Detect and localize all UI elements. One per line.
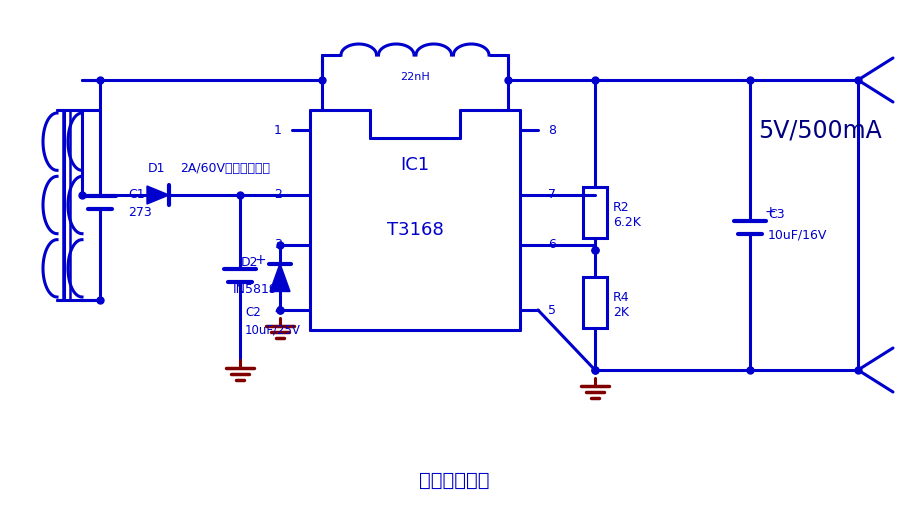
Text: C1: C1 <box>128 189 144 202</box>
Polygon shape <box>270 264 290 292</box>
Text: +: + <box>254 252 266 266</box>
Text: +: + <box>765 205 775 219</box>
Text: 8: 8 <box>548 123 556 137</box>
Text: 10uF/25V: 10uF/25V <box>245 324 301 337</box>
Text: 通用接收电路: 通用接收电路 <box>419 470 489 490</box>
Text: 2A/60V肖特基二极管: 2A/60V肖特基二极管 <box>180 163 270 176</box>
Bar <box>583 187 607 238</box>
Text: 273: 273 <box>128 207 152 220</box>
Text: 5V/500mA: 5V/500mA <box>758 118 882 142</box>
Text: 2: 2 <box>274 189 282 202</box>
Text: 4: 4 <box>274 304 282 316</box>
Polygon shape <box>147 186 169 204</box>
Text: C2: C2 <box>245 306 261 319</box>
Text: IC1: IC1 <box>400 156 429 174</box>
Text: 22nH: 22nH <box>400 72 429 82</box>
Text: 5: 5 <box>548 304 556 316</box>
Text: 6.2K: 6.2K <box>613 216 641 229</box>
Text: IN5819: IN5819 <box>232 283 277 296</box>
Text: 3: 3 <box>274 238 282 252</box>
Text: 10uF/16V: 10uF/16V <box>768 228 827 241</box>
Text: D1: D1 <box>148 163 165 176</box>
Text: 2K: 2K <box>613 306 629 319</box>
Text: R2: R2 <box>613 201 629 214</box>
Text: 7: 7 <box>548 189 556 202</box>
Text: 6: 6 <box>548 238 556 252</box>
Bar <box>583 277 607 328</box>
Text: D2: D2 <box>242 256 259 269</box>
Text: T3168: T3168 <box>387 221 443 239</box>
Text: C3: C3 <box>768 209 785 222</box>
Text: 1: 1 <box>274 123 282 137</box>
Text: R4: R4 <box>613 291 629 304</box>
